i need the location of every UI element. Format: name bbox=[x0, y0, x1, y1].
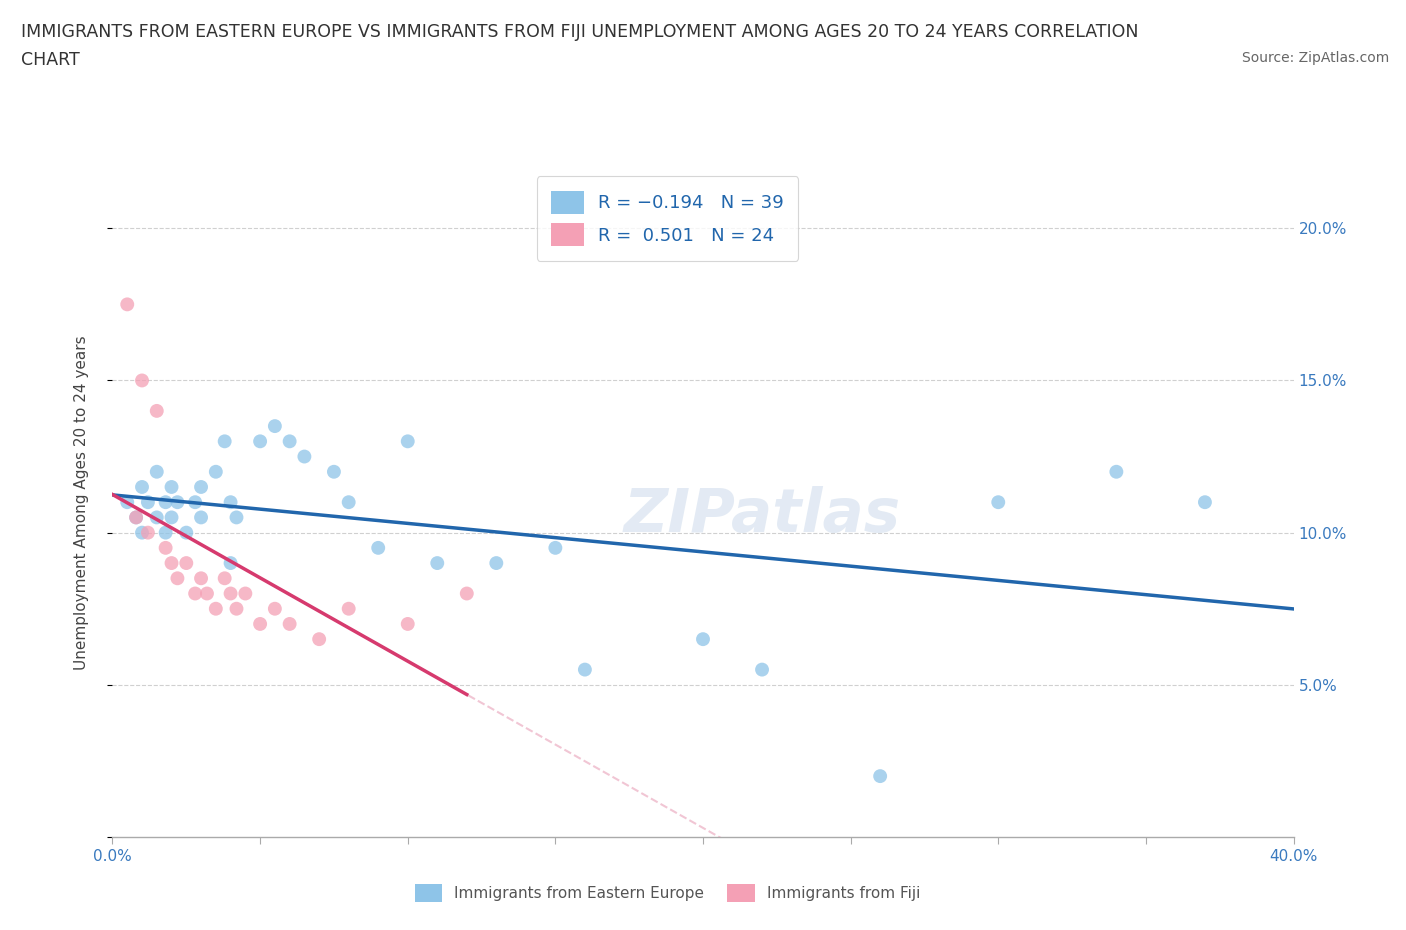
Point bbox=[323, 464, 346, 479]
Point bbox=[751, 662, 773, 677]
Point bbox=[166, 571, 188, 586]
Point bbox=[117, 297, 138, 312]
Text: CHART: CHART bbox=[21, 51, 80, 69]
Point bbox=[869, 769, 891, 784]
Point bbox=[160, 555, 183, 570]
Point bbox=[692, 631, 714, 646]
Point bbox=[396, 434, 419, 449]
Point bbox=[456, 586, 478, 601]
Point bbox=[205, 602, 228, 617]
Point bbox=[426, 555, 449, 570]
Point bbox=[155, 495, 177, 510]
Point bbox=[225, 602, 247, 617]
Point bbox=[1105, 464, 1128, 479]
Text: Source: ZipAtlas.com: Source: ZipAtlas.com bbox=[1241, 51, 1389, 65]
Point bbox=[264, 418, 287, 433]
Point bbox=[396, 617, 419, 631]
Legend: R = −0.194   N = 39, R =  0.501   N = 24: R = −0.194 N = 39, R = 0.501 N = 24 bbox=[537, 177, 799, 260]
Point bbox=[337, 602, 360, 617]
Point bbox=[249, 617, 271, 631]
Point bbox=[1194, 495, 1216, 510]
Point bbox=[146, 404, 169, 418]
Point bbox=[214, 571, 236, 586]
Point bbox=[125, 510, 148, 525]
Point bbox=[278, 434, 301, 449]
Point bbox=[233, 586, 256, 601]
Point bbox=[166, 495, 188, 510]
Point bbox=[367, 540, 389, 555]
Point bbox=[146, 464, 169, 479]
Point bbox=[174, 555, 197, 570]
Point bbox=[155, 540, 177, 555]
Point bbox=[131, 525, 153, 540]
Point bbox=[136, 495, 159, 510]
Point bbox=[574, 662, 596, 677]
Point bbox=[125, 510, 148, 525]
Point bbox=[205, 464, 228, 479]
Point bbox=[190, 480, 212, 495]
Point bbox=[117, 495, 138, 510]
Point bbox=[219, 495, 242, 510]
Y-axis label: Unemployment Among Ages 20 to 24 years: Unemployment Among Ages 20 to 24 years bbox=[75, 335, 89, 670]
Point bbox=[249, 434, 271, 449]
Point bbox=[292, 449, 315, 464]
Point bbox=[195, 586, 218, 601]
Point bbox=[190, 571, 212, 586]
Point bbox=[131, 480, 153, 495]
Point bbox=[264, 602, 287, 617]
Point bbox=[160, 510, 183, 525]
Point bbox=[131, 373, 153, 388]
Point bbox=[184, 586, 207, 601]
Point bbox=[337, 495, 360, 510]
Point bbox=[278, 617, 301, 631]
Text: IMMIGRANTS FROM EASTERN EUROPE VS IMMIGRANTS FROM FIJI UNEMPLOYMENT AMONG AGES 2: IMMIGRANTS FROM EASTERN EUROPE VS IMMIGR… bbox=[21, 23, 1139, 41]
Point bbox=[219, 555, 242, 570]
Point bbox=[987, 495, 1010, 510]
Point bbox=[544, 540, 567, 555]
Text: ZIPatlas: ZIPatlas bbox=[623, 486, 901, 545]
Point bbox=[308, 631, 330, 646]
Point bbox=[146, 510, 169, 525]
Point bbox=[219, 586, 242, 601]
Point bbox=[160, 480, 183, 495]
Point bbox=[225, 510, 247, 525]
Point bbox=[485, 555, 508, 570]
Point bbox=[174, 525, 197, 540]
Point bbox=[214, 434, 236, 449]
Point bbox=[136, 525, 159, 540]
Point bbox=[190, 510, 212, 525]
Point bbox=[155, 525, 177, 540]
Point bbox=[184, 495, 207, 510]
